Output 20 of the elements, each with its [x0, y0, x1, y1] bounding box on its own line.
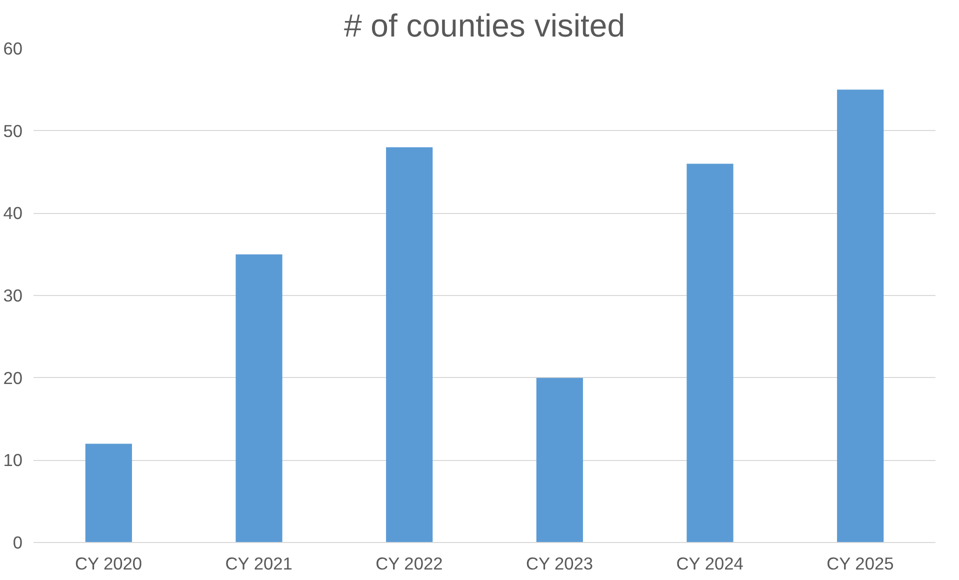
x-tick-label: CY 2020 [74, 554, 142, 574]
x-tick-label: CY 2025 [826, 554, 894, 574]
y-tick-label: 10 [3, 450, 23, 470]
bar [536, 378, 583, 542]
y-tick-label: 30 [3, 286, 23, 306]
bar [686, 164, 734, 542]
bar [85, 444, 132, 542]
y-tick-label: 50 [3, 120, 23, 141]
bar [386, 147, 433, 542]
x-tick-label: CY 2021 [225, 554, 292, 574]
x-tick-label: CY 2023 [526, 554, 594, 574]
bar [236, 254, 282, 542]
x-tick-label: CY 2024 [676, 554, 744, 574]
bar [837, 90, 884, 542]
y-tick-label: 60 [3, 38, 23, 58]
x-tick-label: CY 2022 [376, 554, 443, 574]
y-tick-label: 40 [3, 203, 23, 224]
chart-title: # of counties visited [344, 8, 626, 44]
y-tick-label: 0 [12, 532, 23, 552]
y-tick-label: 20 [3, 368, 23, 388]
